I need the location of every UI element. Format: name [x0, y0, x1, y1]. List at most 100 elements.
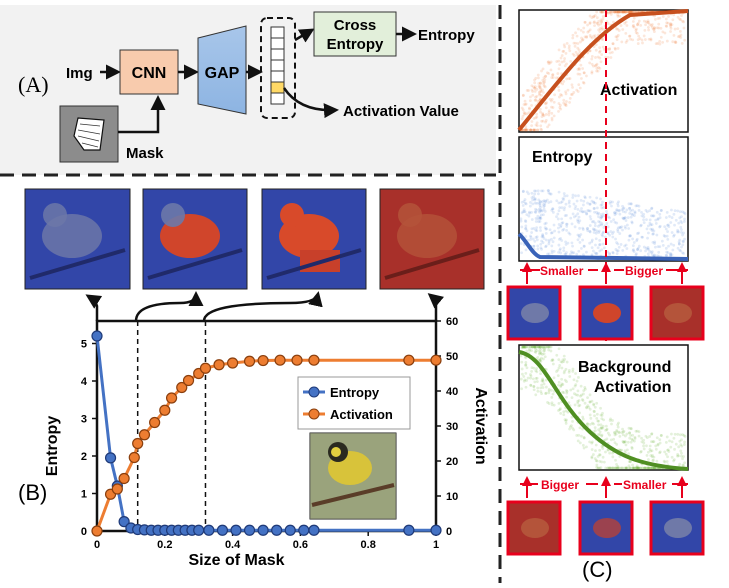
cloud-point: [563, 214, 567, 218]
cloud-point: [682, 433, 686, 437]
cloud-point: [674, 41, 678, 44]
cloud-point: [616, 425, 620, 429]
cloud-point: [608, 466, 612, 470]
cloud-point: [676, 228, 680, 232]
cloud-point: [669, 445, 673, 449]
cloud-point: [616, 10, 620, 14]
cloud-point: [615, 209, 619, 213]
cloud-point: [592, 14, 596, 18]
cloud-point: [627, 452, 631, 456]
cloud-point: [636, 466, 640, 470]
cloud-point: [578, 86, 582, 90]
cloud-point: [672, 233, 676, 237]
cloud-point: [558, 63, 562, 67]
gap-box: [197, 25, 247, 115]
cloud-point: [609, 56, 613, 59]
cloud-point: [531, 128, 535, 132]
cloud-point: [659, 35, 663, 39]
bird-image-2: [142, 188, 248, 290]
cloud-point: [590, 456, 594, 460]
cloud-point: [575, 379, 579, 383]
cloud-point: [525, 229, 529, 233]
cloud-point: [678, 17, 682, 21]
cloud-point: [541, 234, 545, 238]
cloud-point: [594, 43, 598, 46]
cloud-point: [558, 206, 562, 209]
cloud-point: [665, 39, 669, 43]
cloud-point: [533, 345, 537, 349]
cloud-point: [670, 231, 674, 234]
cloud-point: [603, 438, 607, 442]
cloud-point: [530, 191, 534, 195]
cloud-point: [520, 200, 524, 204]
cloud-point: [617, 245, 621, 249]
cloud-point: [604, 235, 607, 239]
cloud-point: [630, 202, 633, 206]
cloud-point: [609, 417, 612, 421]
cloud-point: [650, 23, 654, 26]
cloud-point: [636, 21, 640, 25]
cloud-point: [629, 10, 632, 14]
cloud-point: [535, 201, 539, 205]
cloud-point: [542, 357, 545, 361]
cloud-point: [617, 466, 621, 470]
cloud-point: [624, 31, 628, 35]
series-point-entropy: [91, 330, 103, 342]
x-tick-label: 0: [94, 539, 100, 551]
cloud-point: [618, 435, 622, 438]
cloud-point: [611, 455, 615, 459]
cloud-point: [608, 202, 612, 205]
cloud-point: [679, 449, 683, 453]
cloud-point: [579, 199, 583, 202]
cloud-point: [563, 252, 567, 256]
cloud-point: [573, 54, 576, 57]
cloud-point: [589, 416, 593, 420]
cloud-point: [576, 219, 580, 223]
cloud-point: [637, 244, 641, 248]
cloud-point: [616, 249, 620, 253]
cloud-point: [650, 206, 654, 210]
series-point-activation: [159, 404, 171, 416]
cloud-point: [568, 232, 572, 236]
cloud-point: [600, 248, 604, 252]
cloud-point: [532, 128, 536, 132]
cloud-point: [658, 224, 662, 228]
cloud-point: [537, 345, 541, 349]
cloud-point: [624, 40, 628, 44]
cloud-point: [573, 403, 577, 407]
cloud-point: [548, 61, 552, 65]
cloud-point: [619, 10, 622, 14]
cloud-point: [647, 231, 650, 235]
cloud-point: [616, 13, 620, 17]
cloud-point: [529, 383, 533, 387]
cloud-point: [553, 229, 557, 233]
cloud-point: [557, 226, 560, 230]
cloud-point: [681, 243, 685, 247]
cloud-point: [557, 102, 561, 105]
cloud-point: [525, 89, 529, 92]
cloud-point: [683, 440, 686, 444]
cloud-point: [644, 249, 647, 253]
cloud-point: [550, 76, 554, 79]
cloud-point: [592, 207, 596, 210]
cloud-point: [535, 349, 539, 352]
cloud-point: [601, 447, 605, 450]
cloud-point: [682, 220, 686, 223]
cloud-point: [631, 213, 635, 217]
cloud-point: [547, 242, 551, 246]
cloud-point: [608, 433, 611, 437]
cloud-point: [647, 466, 650, 470]
series-point-activation: [182, 374, 195, 387]
cloud-point: [624, 219, 628, 222]
cloud-point: [679, 249, 683, 253]
cloud-point: [636, 23, 639, 26]
cloud-point: [665, 21, 669, 25]
cloud-point: [551, 362, 555, 366]
cloud-point: [649, 223, 653, 227]
cloud-point: [549, 231, 553, 235]
cloud-point: [519, 354, 523, 358]
panel-b-label: (B): [18, 480, 47, 505]
cloud-point: [529, 235, 533, 239]
cloud-point: [657, 250, 661, 254]
cloud-point: [597, 215, 600, 219]
